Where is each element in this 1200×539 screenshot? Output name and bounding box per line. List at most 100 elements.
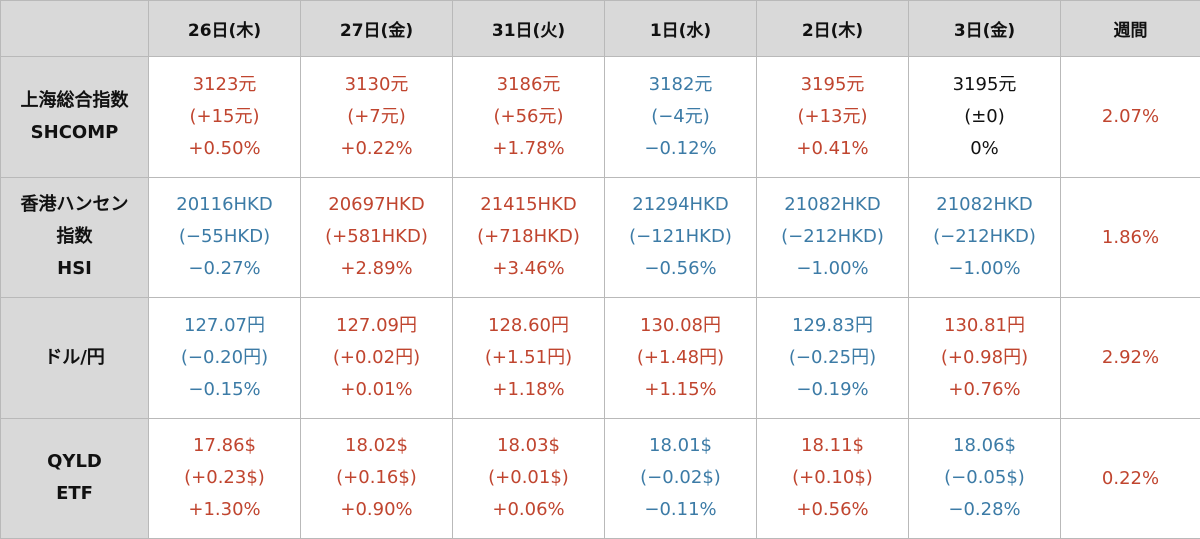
price-value: 18.11$	[801, 435, 864, 457]
price-change: (−55HKD)	[178, 226, 271, 248]
header-day-5: 3日(金)	[908, 0, 1061, 57]
price-value: 21294HKD	[632, 194, 729, 216]
row-label-line: SHCOMP	[30, 121, 119, 143]
price-cell: 18.06$ (−0.05$) −0.28%	[908, 417, 1061, 539]
price-cell: 127.09円 (+0.02円) +0.01%	[300, 297, 453, 419]
percent-change: +0.50%	[188, 137, 261, 159]
price-value: 18.06$	[953, 435, 1016, 457]
row-label: 上海総合指数 SHCOMP	[0, 56, 149, 178]
percent-change: +0.41%	[796, 137, 869, 159]
price-value: 20116HKD	[176, 194, 273, 216]
price-change: (−121HKD)	[629, 226, 732, 248]
table-row: 上海総合指数 SHCOMP 3123元 (+15元) +0.50% 3130元 (+7元) +…	[0, 56, 1200, 178]
price-value: 3195元	[952, 73, 1017, 95]
price-cell: 21082HKD (−212HKD) −1.00%	[908, 176, 1061, 298]
price-change: (+56元)	[493, 105, 564, 127]
price-value: 21415HKD	[480, 194, 577, 216]
price-change: (+7元)	[347, 105, 406, 127]
table-row: QYLD ETF 17.86$ (+0.23$) +1.30% 18.02$ (+0.16$…	[0, 417, 1200, 539]
price-cell: 3195元 (±0) 0%	[908, 56, 1061, 178]
percent-change: +0.56%	[796, 499, 869, 521]
percent-change: +0.22%	[340, 137, 413, 159]
weekly-change-cell: 2.07%	[1060, 56, 1200, 178]
price-cell: 129.83円 (−0.25円) −0.19%	[756, 297, 909, 419]
price-cell: 18.03$ (+0.01$) +0.06%	[452, 417, 605, 539]
price-cell: 3182元 (−4元) −0.12%	[604, 56, 757, 178]
price-change: (−4元)	[651, 105, 710, 127]
percent-change: +0.01%	[340, 378, 413, 400]
percent-change: −0.28%	[948, 499, 1021, 521]
price-change: (−0.05$)	[944, 467, 1025, 489]
price-change: (+0.01$)	[488, 467, 569, 489]
price-value: 3123元	[192, 73, 257, 95]
price-cell: 3130元 (+7元) +0.22%	[300, 56, 453, 178]
percent-change: −1.00%	[796, 258, 869, 280]
price-change: (−0.02$)	[640, 467, 721, 489]
price-cell: 21415HKD (+718HKD) +3.46%	[452, 176, 605, 298]
price-value: 21082HKD	[936, 194, 1033, 216]
percent-change: −0.27%	[188, 258, 261, 280]
percent-change: +1.78%	[492, 137, 565, 159]
price-cell: 18.02$ (+0.16$) +0.90%	[300, 417, 453, 539]
price-change: (+581HKD)	[325, 226, 428, 248]
price-value: 130.08円	[640, 314, 721, 336]
price-cell: 18.11$ (+0.10$) +0.56%	[756, 417, 909, 539]
weekly-change-cell: 1.86%	[1060, 176, 1200, 298]
row-label: QYLD ETF	[0, 417, 149, 539]
percent-change: −0.19%	[796, 378, 869, 400]
price-value: 127.09円	[336, 314, 417, 336]
price-cell: 127.07円 (−0.20円) −0.15%	[148, 297, 301, 419]
table-row: ドル/円 127.07円 (−0.20円) −0.15% 127.09円 (+0.02円)…	[0, 297, 1200, 419]
header-day-0: 26日(木)	[148, 0, 301, 57]
price-value: 3130元	[344, 73, 409, 95]
price-cell: 130.81円 (+0.98円) +0.76%	[908, 297, 1061, 419]
percent-change: −1.00%	[948, 258, 1021, 280]
price-cell: 21082HKD (−212HKD) −1.00%	[756, 176, 909, 298]
percent-change: +0.90%	[340, 499, 413, 521]
price-cell: 21294HKD (−121HKD) −0.56%	[604, 176, 757, 298]
percent-change: −0.15%	[188, 378, 261, 400]
header-row: 26日(木) 27日(金) 31日(火) 1日(水) 2日(木) 3日(金) 週…	[0, 0, 1200, 57]
price-value: 18.01$	[649, 435, 712, 457]
price-change: (+15元)	[189, 105, 260, 127]
price-value: 18.03$	[497, 435, 560, 457]
row-label: 香港ハンセン 指数 HSI	[0, 176, 149, 298]
percent-change: +2.89%	[340, 258, 413, 280]
price-change: (+0.02円)	[332, 346, 421, 368]
row-label-line: QYLD	[47, 451, 102, 473]
row-label-line: 香港ハンセン	[20, 194, 129, 216]
price-value: 3195元	[800, 73, 865, 95]
price-value: 129.83円	[792, 314, 873, 336]
price-change: (+1.48円)	[636, 346, 725, 368]
price-value: 3186元	[496, 73, 561, 95]
price-change: (−0.20円)	[180, 346, 269, 368]
percent-change: +0.06%	[492, 499, 565, 521]
row-label-line: ETF	[56, 483, 93, 505]
price-cell: 17.86$ (+0.23$) +1.30%	[148, 417, 301, 539]
row-label: ドル/円	[0, 297, 149, 419]
price-change: (+718HKD)	[477, 226, 580, 248]
price-value: 130.81円	[944, 314, 1025, 336]
price-cell: 3123元 (+15元) +0.50%	[148, 56, 301, 178]
percent-change: −0.11%	[644, 499, 717, 521]
header-day-4: 2日(木)	[756, 0, 909, 57]
price-cell: 128.60円 (+1.51円) +1.18%	[452, 297, 605, 419]
header-day-2: 31日(火)	[452, 0, 605, 57]
price-value: 18.02$	[345, 435, 408, 457]
header-corner-cell	[0, 0, 149, 57]
percent-change: 0%	[970, 137, 999, 159]
table-row: 香港ハンセン 指数 HSI 20116HKD (−55HKD) −0.27% 20697HK…	[0, 176, 1200, 298]
percent-change: −0.56%	[644, 258, 717, 280]
price-value: 128.60円	[488, 314, 569, 336]
price-cell: 130.08円 (+1.48円) +1.15%	[604, 297, 757, 419]
price-cell: 18.01$ (−0.02$) −0.11%	[604, 417, 757, 539]
price-change: (−212HKD)	[933, 226, 1036, 248]
header-day-1: 27日(金)	[300, 0, 453, 57]
price-change: (+1.51円)	[484, 346, 573, 368]
percent-change: +1.30%	[188, 499, 261, 521]
percent-change: +3.46%	[492, 258, 565, 280]
price-value: 17.86$	[193, 435, 256, 457]
percent-change: +0.76%	[948, 378, 1021, 400]
percent-change: −0.12%	[644, 137, 717, 159]
